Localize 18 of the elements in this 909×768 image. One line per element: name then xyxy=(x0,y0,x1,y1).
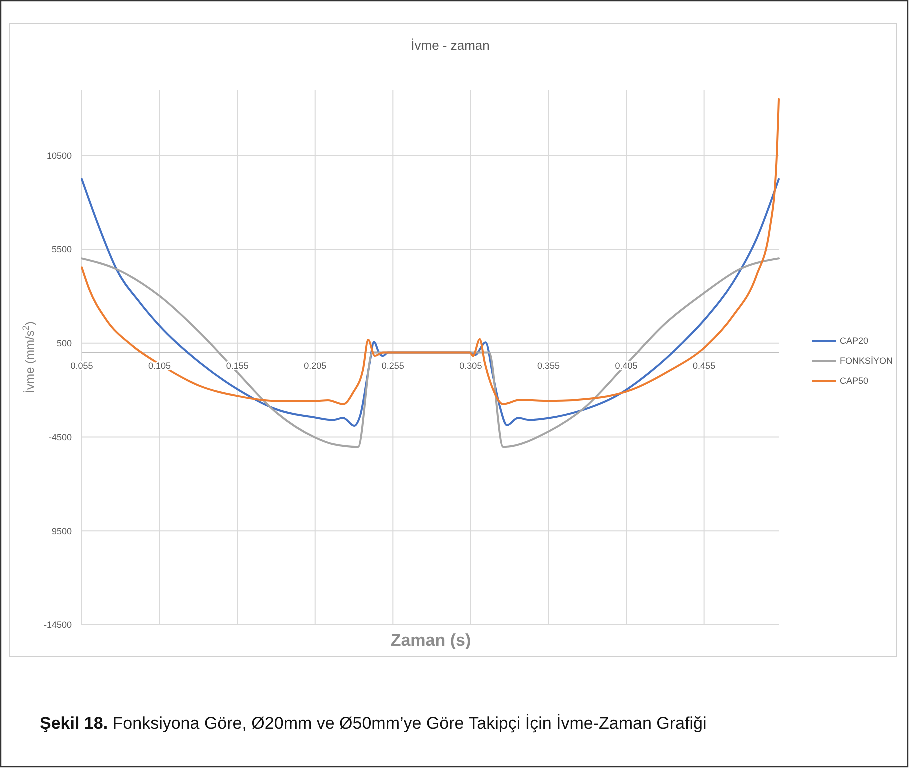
y-tick-label: -4500 xyxy=(48,432,72,442)
legend-label: CAP20 xyxy=(840,336,869,346)
x-tick-label: 0.255 xyxy=(382,360,404,371)
x-tick-label: 0.305 xyxy=(460,360,482,371)
chart-title: İvme - zaman xyxy=(411,38,490,53)
x-tick-label: 0.055 xyxy=(70,360,94,371)
x-axis-title: Zaman (s) xyxy=(390,631,472,650)
y-tick-label: 500 xyxy=(56,338,72,349)
y-tick-label: 5500 xyxy=(52,244,72,255)
y-tick-label: 10500 xyxy=(46,150,72,161)
x-tick-label: 0.455 xyxy=(693,360,716,371)
y-tick-label: -14500 xyxy=(44,620,72,630)
legend-label: FONKSİYON xyxy=(840,356,894,366)
y-tick-label: 9500 xyxy=(52,526,72,536)
text: Şekil 18. Fonksiyona Göre, Ø20mm ve Ø50mm’ye Göre Takipçi İçin İvme-Zaman Grafiği xyxy=(40,714,707,733)
x-tick-label: 0.205 xyxy=(304,360,327,371)
legend-label: CAP50 xyxy=(840,376,869,386)
x-tick-label: 0.355 xyxy=(537,360,560,371)
